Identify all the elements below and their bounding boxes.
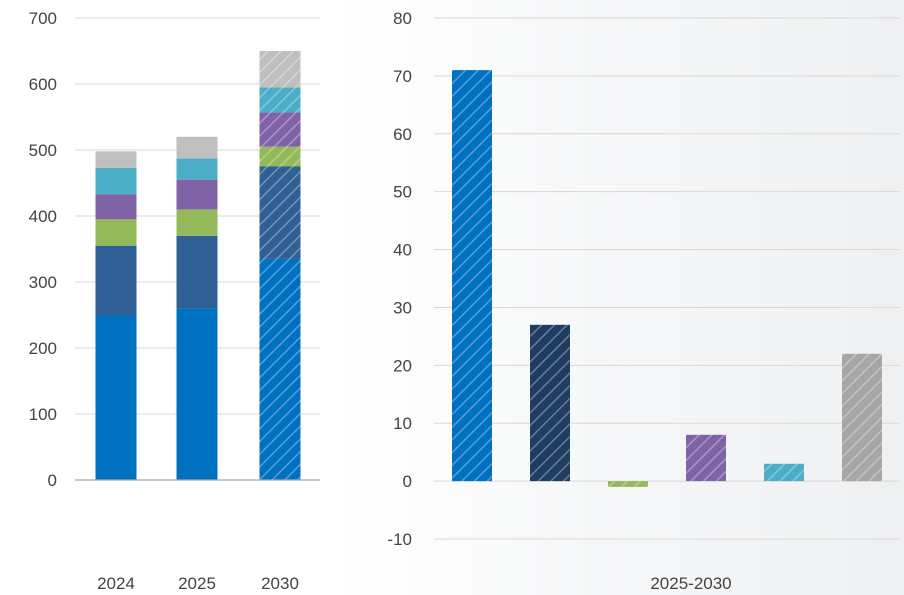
change-bar [686, 434, 726, 482]
right-change-bar-chart: -10 0 10 20 30 40 50 60 70 80 2025-2030 [387, 9, 900, 593]
left-x-tick-label: 2030 [261, 574, 299, 593]
stacked-bar-segment [95, 315, 137, 480]
stacked-bar-segment [176, 179, 218, 210]
stacked-bar-segment [176, 235, 218, 309]
right-y-tick-label: 10 [393, 414, 412, 433]
stacked-bar-segment [176, 209, 218, 236]
stacked-bar-segment [95, 151, 137, 168]
right-y-tick-label: -10 [387, 530, 412, 549]
stacked-bar-segment [259, 112, 301, 147]
left-y-tick-label: 500 [29, 141, 57, 160]
left-stacked-bar-chart: 0 100 200 300 400 500 600 700 2024 2025 2030 [29, 9, 320, 593]
right-x-axis-label: 2025-2030 [650, 574, 731, 593]
left-y-tick-label: 100 [29, 405, 57, 424]
right-y-tick-label: 30 [393, 298, 412, 317]
change-bar [452, 70, 492, 482]
right-y-tick-label: 40 [393, 241, 412, 260]
stacked-bar-segment [259, 166, 301, 259]
stacked-bar-segment [259, 146, 301, 167]
stacked-bar-segment [95, 167, 137, 195]
stacked-bar-segment [95, 219, 137, 246]
stacked-bar-segment [259, 87, 301, 113]
left-y-tick-label: 0 [48, 471, 57, 490]
change-bar [530, 324, 570, 482]
left-y-tick-label: 300 [29, 273, 57, 292]
right-y-tick-label: 20 [393, 356, 412, 375]
change-bar [842, 353, 882, 482]
right-y-tick-label: 70 [393, 67, 412, 86]
left-y-tick-label: 400 [29, 207, 57, 226]
left-y-tick-label: 700 [29, 9, 57, 28]
right-y-tick-label: 0 [403, 472, 412, 491]
stacked-bar-segment [259, 258, 301, 480]
change-bar [608, 481, 648, 487]
stacked-bar-segment [176, 308, 218, 480]
left-y-tick-label: 200 [29, 339, 57, 358]
stacked-bar-segment [176, 136, 218, 159]
stacked-bar-segment [259, 51, 301, 88]
stacked-bar-segment [176, 158, 218, 180]
left-x-tick-label: 2024 [97, 574, 135, 593]
right-y-tick-label: 60 [393, 125, 412, 144]
left-y-tick-label: 600 [29, 75, 57, 94]
stacked-bar-segment [95, 194, 137, 220]
right-panel-background [330, 0, 904, 595]
right-y-tick-label: 50 [393, 183, 412, 202]
change-bar [764, 463, 804, 482]
right-y-tick-label: 80 [393, 9, 412, 28]
stacked-bar-segment [95, 245, 137, 315]
left-x-tick-label: 2025 [178, 574, 216, 593]
